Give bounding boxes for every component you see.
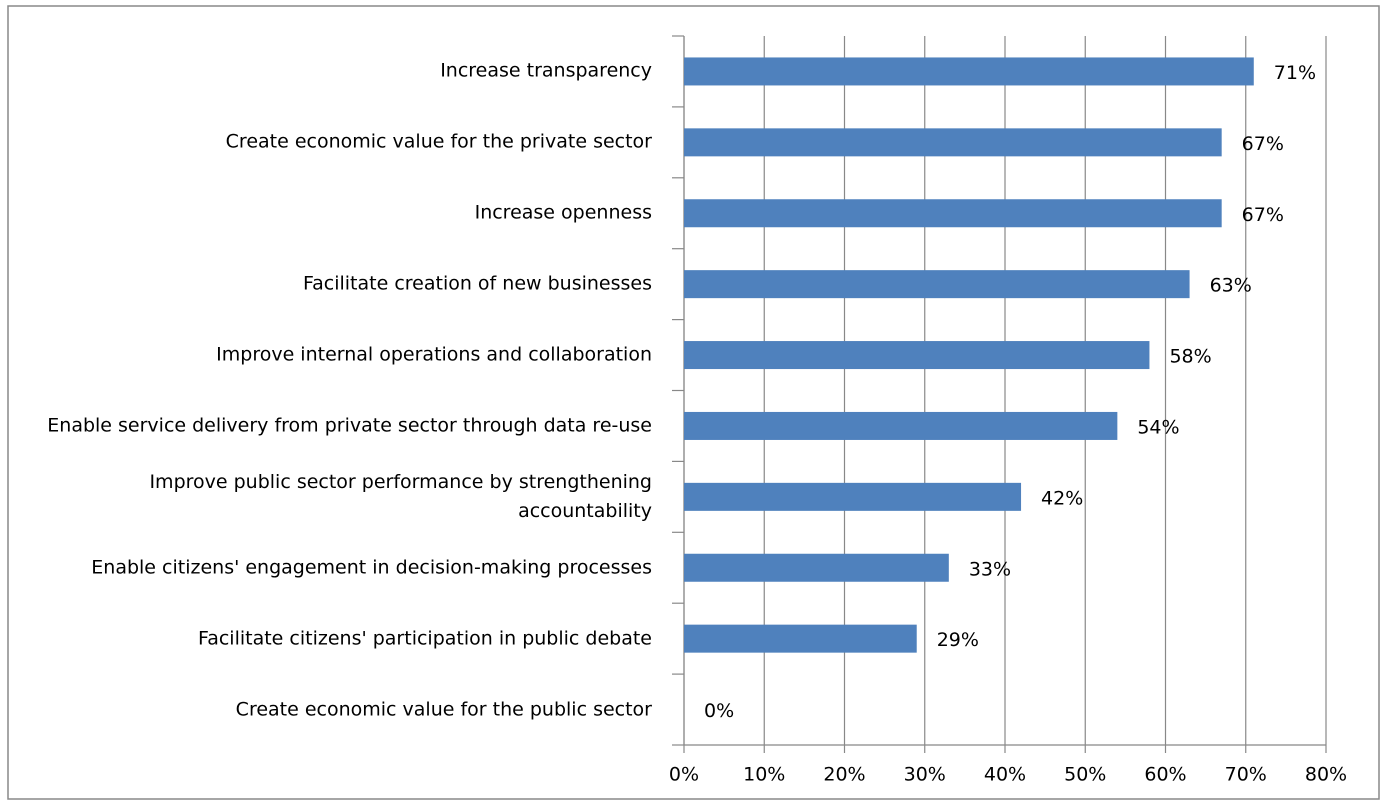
x-tick-label: 80%: [1305, 764, 1347, 786]
x-tick-label: 40%: [984, 764, 1026, 786]
bar: [684, 411, 1118, 440]
data-label: 29%: [937, 629, 979, 651]
data-label: 42%: [1041, 487, 1083, 509]
y-tick-label: Create economic value for the public sec…: [235, 698, 652, 721]
x-tick-label: 60%: [1144, 764, 1186, 786]
x-tick-label: 30%: [904, 764, 946, 786]
chart-frame: [7, 5, 1380, 800]
data-label: 63%: [1210, 275, 1252, 297]
bar: [684, 199, 1222, 228]
bar: [684, 553, 949, 582]
bar: [684, 270, 1190, 299]
y-tick-label: Enable citizens' engagement in decision-…: [91, 556, 652, 579]
data-label: 58%: [1169, 346, 1211, 368]
x-tick-label: 50%: [1064, 764, 1106, 786]
x-tick-label: 20%: [823, 764, 865, 786]
data-label: 67%: [1242, 133, 1284, 155]
data-label: 33%: [969, 558, 1011, 580]
y-tick-label: Facilitate creation of new businesses: [302, 272, 652, 295]
bar: [684, 341, 1150, 370]
bar: [684, 624, 917, 653]
y-tick-label: Facilitate citizens' participation in pu…: [198, 627, 652, 650]
y-tick-label: Increase transparency: [440, 59, 652, 82]
bar: [684, 57, 1254, 86]
bar: [684, 482, 1022, 511]
y-tick-label: Improve public sector performance by str…: [149, 470, 652, 522]
y-tick-label: Increase openness: [474, 201, 652, 224]
y-tick-label: Enable service delivery from private sec…: [47, 414, 652, 437]
data-label: 67%: [1242, 204, 1284, 226]
data-label: 71%: [1274, 62, 1316, 84]
y-tick-label: Improve internal operations and collabor…: [216, 343, 652, 366]
data-label: 54%: [1137, 416, 1179, 438]
x-tick-label: 10%: [743, 764, 785, 786]
y-tick-label: Create economic value for the private se…: [225, 130, 652, 153]
x-tick-label: 0%: [669, 764, 699, 786]
bar: [684, 128, 1222, 157]
data-label: 0%: [704, 700, 734, 722]
x-tick-label: 70%: [1225, 764, 1267, 786]
